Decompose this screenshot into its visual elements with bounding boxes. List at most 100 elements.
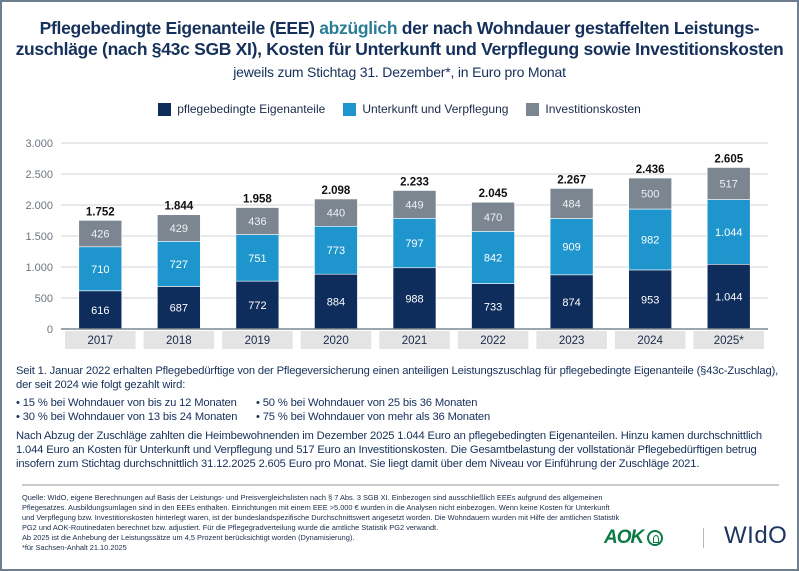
- title-part1: Pflegebedingte Eigenanteile (EEE): [39, 18, 320, 38]
- logo-divider: [703, 528, 704, 548]
- source-text: Quelle: WIdO, eigene Berechnungen auf Ba…: [22, 493, 620, 532]
- stacked-bar-chart: 0 500 1.000 1.500 2.000 2.500 3.000 2017 616 710 4…: [25, 138, 768, 349]
- legend-swatch-unterkunft: [343, 102, 357, 116]
- title-part2: der nach Wohndauer gestaffelten Leistung…: [397, 18, 760, 38]
- bar-segment-eigenanteile: [471, 283, 515, 330]
- source-section: Quelle: WIdO, eigene Berechnungen auf Ba…: [22, 484, 779, 571]
- total-label: 2.045: [479, 188, 508, 200]
- bar-segment-eigenanteile: [392, 267, 437, 330]
- x-tick-label: 2022: [480, 335, 506, 347]
- total-label: 2.436: [636, 164, 665, 176]
- legend-item-eigenanteile: pflegebedingte Eigenanteile: [158, 102, 325, 116]
- y-tick-label: 1.000: [25, 262, 53, 274]
- data-label: 797: [405, 238, 423, 250]
- y-tick-label: 2.000: [25, 200, 53, 212]
- legend-label-investition: Investitionskosten: [545, 102, 641, 116]
- aok-logo-text: AOK: [604, 527, 644, 548]
- data-label: 982: [641, 234, 659, 246]
- bar-segment-unterkunft: [628, 208, 672, 271]
- x-tick-label: 2017: [87, 335, 113, 347]
- bar-segment-unterkunft: [706, 199, 751, 265]
- bar-segment-investition: [235, 207, 280, 235]
- chart-title: Pflegebedingte Eigenanteile (EEE) abzügl…: [0, 18, 799, 60]
- total-label: 2.267: [557, 174, 586, 186]
- x-tick-label: 2019: [245, 335, 271, 347]
- chart-subtitle: jeweils zum Stichtag 31. Dezember*, in E…: [233, 64, 566, 80]
- bullet-item: • 75 % bei Wohndauer von mehr als 36 Mon…: [256, 410, 491, 423]
- legend-label-unterkunft: Unterkunft und Verpflegung: [362, 102, 509, 116]
- y-tick-label: 3.000: [25, 138, 53, 150]
- summary-text: Nach Abzug der Zuschläge zahlten die Hei…: [16, 430, 763, 470]
- source-note: Quelle: WIdO, eigene Berechnungen auf Ba…: [22, 493, 622, 553]
- legend-swatch-eigenanteile: [158, 102, 172, 116]
- x-tick-label: 2021: [402, 335, 428, 347]
- bullet-item: • 15 % bei Wohndauer von bis zu 12 Monat…: [16, 397, 237, 409]
- y-tick-label: 500: [35, 293, 53, 305]
- legend-label-eigenanteile: pflegebedingte Eigenanteile: [177, 102, 326, 116]
- aok-logo: AOK: [604, 527, 664, 549]
- y-tick-label: 2.500: [25, 169, 53, 181]
- data-label: 517: [720, 179, 738, 191]
- data-label: 1.044: [715, 227, 743, 239]
- x-tick-label: 2024: [637, 335, 663, 347]
- category-label-bg: [536, 331, 607, 349]
- bar-segment-unterkunft: [235, 234, 280, 282]
- total-label: 2.098: [322, 185, 351, 197]
- bar-segment-investition: [628, 177, 672, 210]
- category-label-bg: [222, 331, 293, 349]
- data-label: 616: [91, 305, 109, 317]
- category-label-bg: [300, 331, 372, 349]
- data-label: 751: [248, 253, 266, 265]
- total-label: 2.605: [714, 153, 743, 165]
- legend-item-unterkunft: Unterkunft und Verpflegung: [343, 102, 508, 116]
- title-line2: zuschläge (nach §43c SGB XI), Kosten für…: [15, 39, 784, 59]
- bar-segment-investition: [392, 190, 437, 219]
- intro-text: Seit 1. Januar 2022 erhalten Pflegebedür…: [16, 365, 779, 391]
- data-label: 710: [91, 264, 109, 276]
- data-label: 484: [562, 198, 580, 210]
- category-label-bg: [379, 331, 450, 349]
- x-tick-label: 2025*: [714, 335, 745, 347]
- total-label: 1.844: [164, 201, 193, 213]
- bar-segment-investition: [706, 167, 751, 200]
- bar-segment-unterkunft: [157, 241, 201, 287]
- bar-segment-investition: [471, 201, 515, 232]
- bar-segment-investition: [78, 220, 123, 248]
- data-label: 772: [248, 300, 266, 312]
- bar-segment-unterkunft: [78, 246, 123, 292]
- bar-segment-unterkunft: [392, 218, 437, 269]
- data-label: 426: [91, 229, 109, 241]
- x-tick-label: 2023: [559, 335, 585, 347]
- data-label: 727: [170, 259, 188, 271]
- bullet-item: • 50 % bei Wohndauer von 25 bis 36 Monat…: [256, 397, 478, 409]
- bar-segment-eigenanteile: [549, 274, 594, 330]
- total-label: 1.958: [243, 194, 272, 206]
- data-label: 988: [405, 293, 423, 305]
- bar-segment-eigenanteile: [157, 286, 201, 330]
- footnote: *für Sachsen-Anhalt 21.10.2025: [22, 543, 127, 552]
- wido-logo: WIdO: [724, 522, 788, 549]
- bar-segment-eigenanteile: [628, 269, 672, 330]
- data-label: 733: [484, 301, 502, 313]
- bullet-list: • 15 % bei Wohndauer von bis zu 12 Monat…: [16, 397, 576, 424]
- data-label: 874: [562, 297, 580, 309]
- bar-segment-eigenanteile: [78, 290, 123, 330]
- data-label: 500: [641, 189, 659, 201]
- total-label: 1.752: [86, 206, 115, 218]
- source-text-line2: Ab 2025 ist die Anhebung der Leistungssä…: [22, 533, 355, 542]
- y-tick-label: 1.500: [25, 231, 53, 243]
- title-highlight: abzüglich: [319, 18, 398, 38]
- bar-segment-investition: [157, 214, 201, 242]
- category-label-bg: [693, 331, 764, 349]
- x-tick-label: 2020: [323, 335, 349, 347]
- data-label: 842: [484, 252, 502, 264]
- aok-tree-icon: [647, 530, 664, 546]
- bar-segment-investition: [314, 198, 358, 227]
- data-label: 884: [327, 297, 345, 309]
- bar-segment-eigenanteile: [235, 280, 280, 330]
- bar-segment-eigenanteile: [314, 273, 358, 330]
- x-tick-label: 2018: [166, 335, 192, 347]
- data-label: 909: [562, 242, 580, 254]
- data-label: 687: [170, 303, 188, 315]
